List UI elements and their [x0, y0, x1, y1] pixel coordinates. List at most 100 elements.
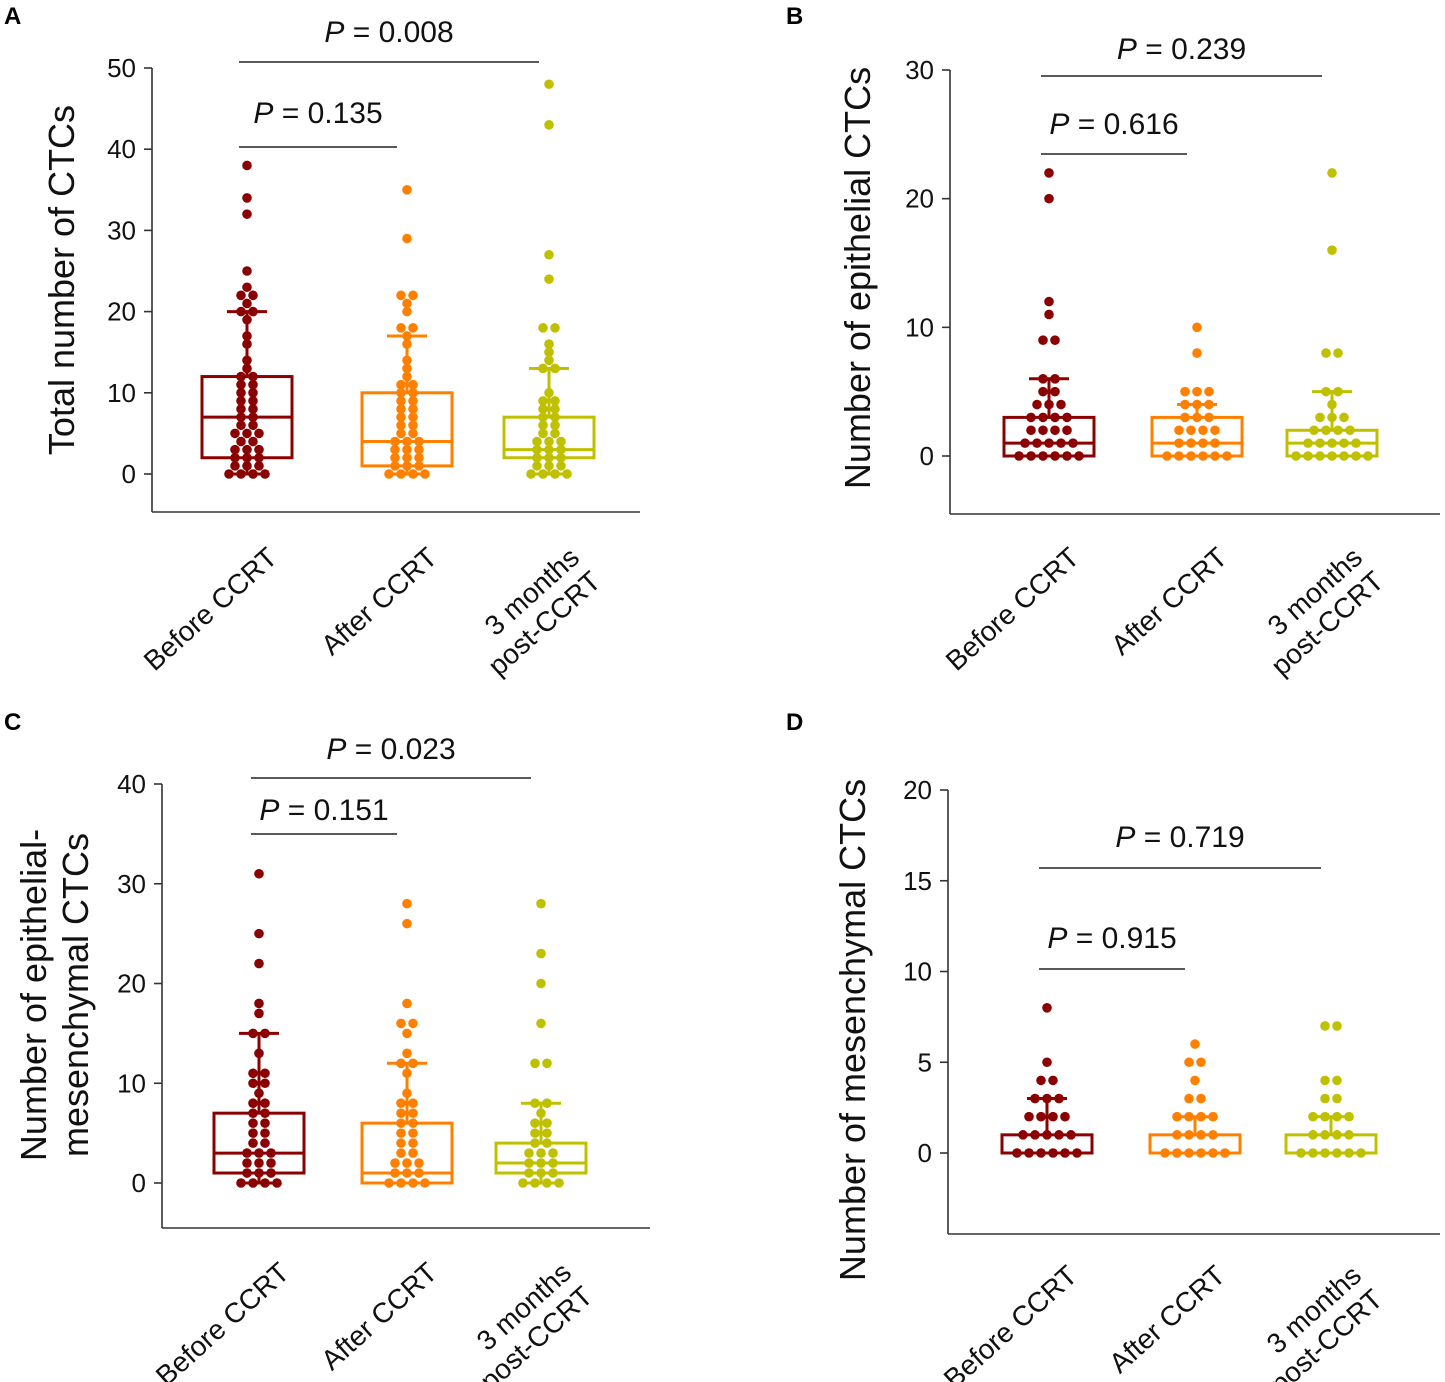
data-point	[544, 355, 554, 366]
data-point	[242, 339, 252, 349]
data-point	[1332, 1093, 1342, 1104]
data-point	[1044, 296, 1054, 307]
data-point	[1344, 1148, 1354, 1158]
data-point	[1056, 399, 1066, 410]
data-point	[1024, 1111, 1034, 1122]
data-point	[408, 1058, 418, 1069]
data-point	[1222, 451, 1232, 461]
y-tick-label: 15	[903, 866, 932, 896]
data-point	[532, 444, 542, 455]
data-point	[1180, 386, 1190, 397]
y-tick-label: 10	[107, 378, 136, 408]
data-point	[542, 1178, 552, 1188]
data-point	[254, 428, 264, 439]
data-point	[1044, 168, 1054, 178]
data-point	[544, 274, 554, 284]
data-point	[260, 1128, 270, 1138]
data-point	[1184, 1130, 1194, 1140]
data-point	[1309, 425, 1319, 436]
data-point	[544, 436, 554, 447]
data-point	[266, 1148, 276, 1158]
p-value-label: P = 0.719	[1115, 821, 1244, 854]
box-group-1	[360, 185, 454, 479]
data-point	[556, 444, 566, 455]
y-tick-label: 0	[920, 441, 934, 471]
data-point	[538, 428, 548, 439]
data-point	[536, 1158, 546, 1168]
data-point	[248, 1068, 258, 1079]
data-point	[402, 371, 412, 382]
data-point	[1054, 1093, 1064, 1104]
data-point	[254, 452, 264, 463]
data-point	[1038, 451, 1048, 461]
data-point	[1204, 399, 1214, 410]
data-point	[1190, 1075, 1200, 1086]
data-point	[230, 444, 240, 455]
data-point	[1192, 348, 1202, 358]
data-point	[550, 323, 560, 333]
data-point	[260, 1108, 270, 1118]
data-point	[242, 298, 252, 309]
data-point	[1192, 399, 1202, 410]
data-point	[402, 436, 412, 447]
data-point	[1333, 348, 1343, 358]
data-point	[242, 266, 252, 276]
data-point	[254, 1088, 264, 1099]
data-point	[1320, 1130, 1330, 1140]
data-point	[402, 339, 412, 349]
data-point	[254, 998, 264, 1009]
data-point	[402, 1048, 412, 1059]
data-point	[396, 379, 406, 390]
data-point	[414, 461, 424, 471]
data-point	[1356, 1148, 1366, 1158]
data-point	[390, 461, 400, 471]
data-point	[524, 1158, 534, 1168]
data-point	[1038, 412, 1048, 423]
y-tick-label: 20	[107, 297, 136, 327]
data-point	[242, 209, 252, 219]
data-point	[1012, 1148, 1022, 1158]
data-point	[1162, 451, 1172, 461]
data-point	[1050, 374, 1060, 384]
data-point	[248, 1108, 258, 1118]
data-point	[254, 1168, 264, 1178]
data-point	[396, 323, 406, 333]
data-point	[1198, 425, 1208, 436]
data-point	[538, 412, 548, 422]
data-point	[1339, 451, 1349, 461]
data-point	[402, 998, 412, 1009]
data-point	[1186, 451, 1196, 461]
data-point	[1208, 1130, 1218, 1140]
data-point	[550, 363, 560, 374]
data-point	[1204, 412, 1214, 423]
data-point	[390, 436, 400, 447]
data-point	[414, 444, 424, 455]
p-italic: P	[253, 97, 273, 130]
data-point	[550, 469, 560, 479]
data-point	[242, 160, 252, 171]
data-point	[1196, 1057, 1206, 1068]
data-point	[402, 461, 412, 471]
data-point	[518, 1178, 528, 1188]
data-point	[1208, 1111, 1218, 1122]
data-point	[556, 436, 566, 447]
data-point	[1020, 438, 1030, 448]
data-point	[236, 1178, 246, 1188]
data-point	[1339, 412, 1349, 423]
data-point	[1291, 451, 1301, 461]
data-point	[1172, 1130, 1182, 1140]
data-point	[384, 1178, 394, 1188]
data-point	[1072, 1148, 1082, 1158]
p-rest: = 0.135	[273, 97, 382, 130]
data-point	[260, 1098, 270, 1108]
data-point	[260, 1138, 270, 1148]
data-point	[1060, 1148, 1070, 1158]
data-point	[530, 1128, 540, 1138]
box-group-0	[212, 868, 306, 1188]
data-point	[1321, 425, 1331, 436]
box	[1002, 415, 1096, 458]
data-point	[1036, 1148, 1046, 1158]
data-point	[260, 1028, 270, 1039]
p-italic: P	[1047, 922, 1067, 955]
